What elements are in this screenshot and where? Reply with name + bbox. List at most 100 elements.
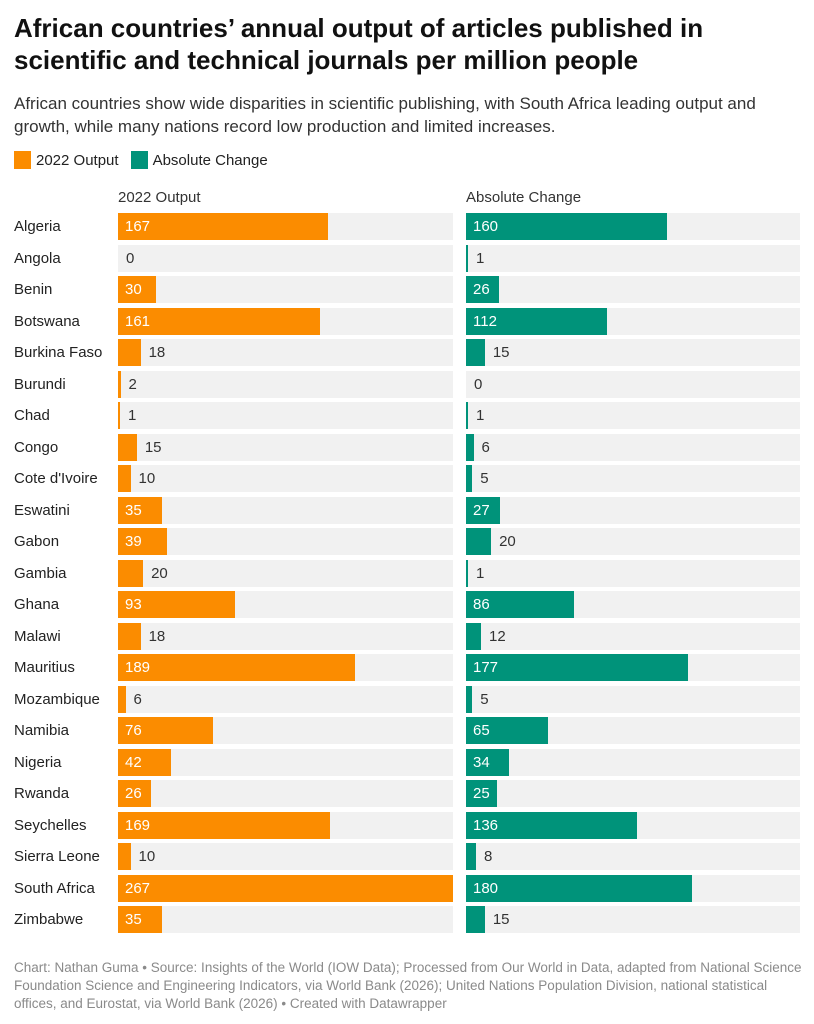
bar: [118, 874, 453, 902]
data-label: 136: [473, 816, 499, 834]
bar: [466, 874, 692, 902]
bar-background: [466, 685, 800, 713]
bar: [466, 685, 473, 713]
category-label: South Africa: [14, 879, 95, 897]
data-label: 20: [499, 533, 516, 550]
bar: [466, 213, 667, 240]
column-header-change: Absolute Change: [466, 189, 582, 206]
data-label: 27: [473, 501, 490, 519]
bar: [466, 843, 477, 870]
bar: [118, 843, 131, 870]
bar-background: [466, 748, 800, 776]
data-label: 15: [144, 438, 162, 456]
category-label: Congo: [14, 438, 59, 456]
category-label: Malawi: [14, 627, 61, 645]
bar-background: [118, 496, 453, 524]
data-label: 76: [125, 722, 142, 739]
bar-background: [118, 843, 453, 870]
legend-item-change: Absolute Change: [130, 151, 268, 169]
bar-background: [466, 244, 800, 272]
bar-background: [118, 685, 453, 713]
bar-background: [466, 276, 800, 303]
bar: [118, 622, 141, 650]
data-label: 15: [492, 911, 510, 928]
data-label: 0: [474, 375, 483, 393]
bar: [466, 276, 499, 303]
bar: [118, 496, 162, 524]
legend-label: Absolute Change: [152, 151, 268, 169]
category-label: Angola: [14, 249, 61, 267]
chart-subtitle: African countries show wide disparities …: [14, 94, 756, 136]
bar: [118, 748, 171, 776]
bar: [118, 811, 331, 839]
bar-background: [118, 402, 453, 429]
bar-background: [118, 244, 453, 272]
bar-background: [466, 843, 800, 870]
bar-background: [118, 528, 453, 555]
bar: [466, 465, 473, 492]
bar: [466, 339, 485, 366]
bar: [118, 559, 144, 587]
bar: [466, 496, 500, 524]
bar: [118, 780, 151, 807]
bar-background: [118, 780, 453, 807]
bar: [118, 654, 356, 681]
category-label: Gabon: [14, 533, 60, 550]
category-label: Namibia: [14, 722, 70, 739]
bar-background: [118, 370, 453, 398]
category-label: Cote d'Ivoire: [14, 470, 98, 487]
data-label: 34: [473, 753, 490, 771]
bar: [118, 213, 328, 240]
bar-background: [466, 906, 800, 933]
data-label: 1: [476, 407, 485, 424]
bar-background: [466, 433, 800, 461]
data-label: 1: [476, 564, 485, 582]
data-label: 10: [138, 848, 156, 865]
bar: [466, 402, 468, 429]
legend: 2022 Output Absolute Change: [14, 151, 268, 169]
bar: [466, 654, 689, 681]
data-label: 18: [148, 627, 166, 645]
bar-background: [466, 465, 800, 492]
bar-background: [118, 339, 453, 366]
category-label: Botswana: [14, 312, 80, 330]
data-label: 6: [133, 690, 142, 708]
data-label: 35: [125, 911, 142, 928]
data-label: 2: [128, 375, 137, 393]
bar: [118, 433, 137, 461]
data-label: 30: [125, 281, 142, 298]
data-label: 1: [476, 249, 485, 267]
bar-background: [118, 906, 453, 933]
bar-background: [118, 622, 453, 650]
data-label: 15: [492, 344, 510, 361]
data-label: 189: [125, 659, 151, 676]
legend-swatch: [14, 151, 31, 169]
bar: [118, 402, 120, 429]
bar: [118, 717, 214, 744]
bar: [118, 591, 235, 618]
data-label: 65: [473, 722, 490, 739]
bar: [466, 591, 574, 618]
data-label: 167: [125, 218, 151, 235]
data-label: 39: [125, 533, 142, 550]
bar-background: [466, 496, 800, 524]
category-label: Sierra Leone: [14, 848, 100, 865]
category-label: Nigeria: [14, 753, 62, 771]
bar: [466, 717, 548, 744]
data-label: 18: [148, 344, 166, 361]
bar: [466, 748, 509, 776]
legend-item-output: 2022 Output: [14, 151, 119, 169]
data-label: 20: [151, 564, 168, 582]
category-label: Burundi: [14, 375, 66, 393]
data-label: 177: [473, 659, 499, 676]
bar-background: [466, 402, 800, 429]
bar: [466, 307, 607, 335]
bar: [118, 370, 121, 398]
category-label: Gambia: [14, 564, 67, 582]
data-label: 12: [489, 627, 506, 645]
data-label: 160: [473, 218, 499, 235]
bar-background: [466, 559, 800, 587]
bar: [466, 528, 492, 555]
data-label: 25: [473, 785, 490, 802]
category-label: Benin: [14, 281, 53, 298]
